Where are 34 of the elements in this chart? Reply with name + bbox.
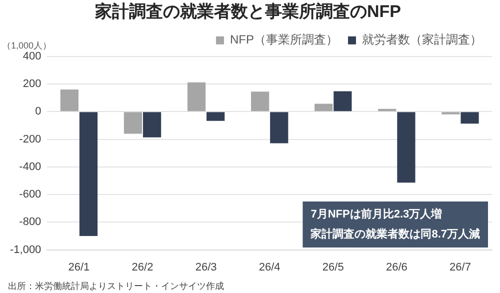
bar <box>251 92 270 112</box>
text: 出所：米労働統計局よりストリート・インサイツ作成 <box>8 280 224 291</box>
x-tick-label: 26/7 <box>450 261 471 274</box>
bar <box>142 112 162 138</box>
annotation: 家計調査の就業者数は同8.7万人減 <box>310 227 480 240</box>
bar <box>460 112 479 124</box>
annotation: 7月NFPは前月比2.3万人増 <box>310 207 442 220</box>
x-tick-label: 26/3 <box>195 261 217 274</box>
bar <box>187 82 206 112</box>
bar <box>124 112 142 134</box>
y-tick-label: -200 <box>19 133 42 146</box>
bar <box>334 91 352 112</box>
y-tick-label: -600 <box>19 188 42 201</box>
bar <box>60 90 78 112</box>
chart-title: 家計調査の就業者数と事業所調査のNFP <box>94 2 401 21</box>
y-tick-label: 200 <box>22 78 42 90</box>
y-tick-label: -1,000 <box>10 244 42 256</box>
y-tick-label: -800 <box>19 216 42 228</box>
bar <box>79 112 98 236</box>
bar <box>270 112 288 144</box>
bar <box>314 104 333 112</box>
y-tick-label: -400 <box>19 160 42 173</box>
legend-label: 就労者数（家計調査） <box>362 32 482 47</box>
x-tick-label: 26/6 <box>386 261 408 274</box>
bar <box>206 112 225 121</box>
y-tick-label: 400 <box>22 50 42 62</box>
legend-label: NFP（事業所調査） <box>230 32 338 47</box>
x-tick-label: 26/2 <box>132 261 154 274</box>
x-tick-label: 26/5 <box>322 261 344 274</box>
x-tick-label: 26/1 <box>68 261 90 274</box>
bar <box>397 112 416 183</box>
y-axis-title: （1,000人） <box>2 40 52 50</box>
y-tick-label: 0 <box>35 106 42 118</box>
x-tick-label: 26/4 <box>258 261 280 274</box>
